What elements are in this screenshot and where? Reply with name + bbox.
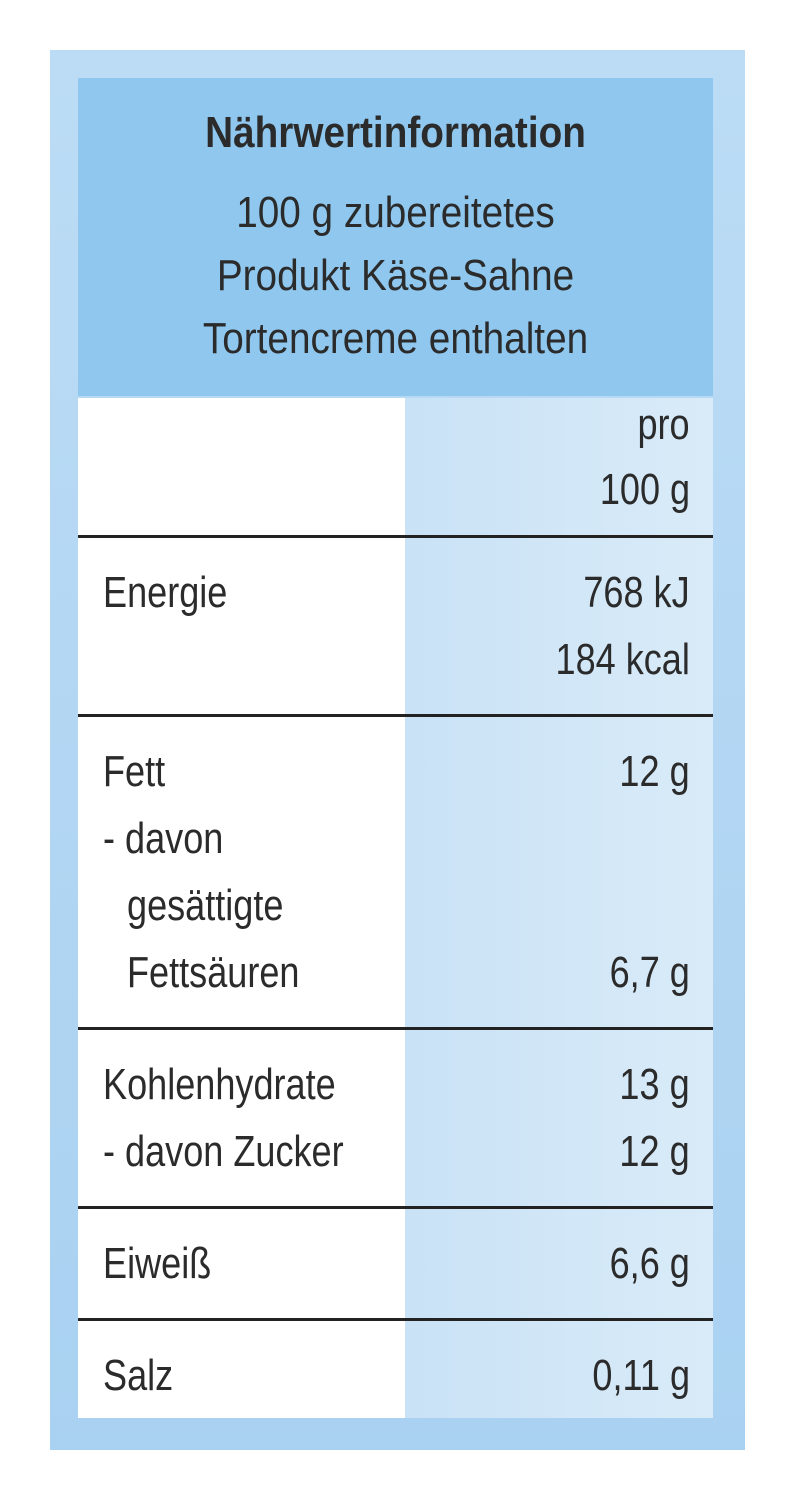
nutrient-value: 184 kcal [555,635,690,684]
header-box [78,78,713,396]
nutrient-label: Fett [103,747,166,796]
nutrient-label: gesättigte [127,881,284,930]
nutrient-value: 12 g [619,1127,690,1176]
nutrient-value: 6,6 g [609,1239,690,1288]
nutrient-label: - davon Zucker [103,1127,344,1176]
nutrient-value: 0,11 g [592,1351,690,1400]
column-header: pro [637,400,690,449]
row-divider [78,535,713,538]
subtitle-line: Produkt Käse-Sahne [216,251,575,300]
nutrient-label: - davon [103,814,224,863]
subtitle-line: 100 g zubereitetes [236,188,555,237]
row-divider [78,1318,713,1321]
title: Nährwertinformation [205,108,586,157]
nutrient-value: 12 g [619,747,690,796]
nutrient-value: 6,7 g [609,948,690,997]
row-divider [78,1206,713,1209]
nutrient-label: Fettsäuren [127,948,300,997]
nutrient-label: Energie [103,568,228,617]
nutrient-label: Eiweiß [103,1239,212,1288]
subtitle-line: Tortencreme enthalten [202,314,589,363]
row-divider [78,1027,713,1030]
nutrient-label: Kohlenhydrate [103,1060,336,1109]
nutrient-value: 768 kJ [583,568,690,617]
row-divider [78,714,713,717]
nutrient-label: Salz [103,1351,174,1400]
nutrient-value: 13 g [619,1060,690,1109]
value-column [405,398,713,1418]
column-header: 100 g [599,465,690,514]
label-column [78,398,405,1418]
